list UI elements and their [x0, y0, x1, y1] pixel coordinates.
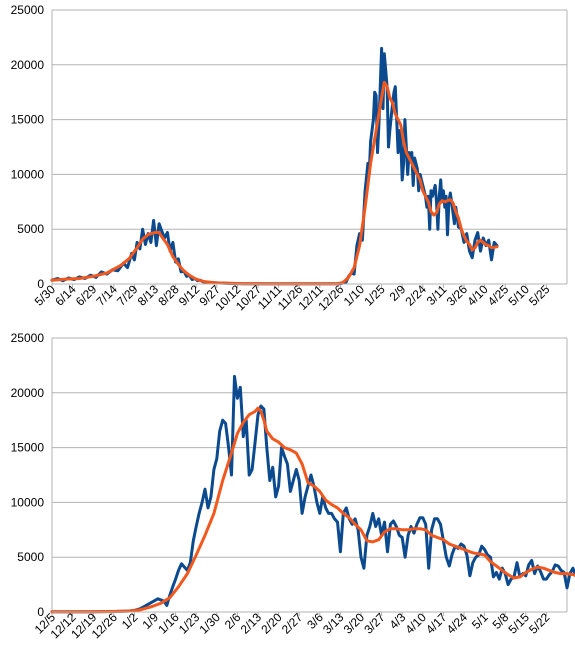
x-tick-label: 2/27: [279, 610, 306, 637]
chart-bottom: 050001000015000200002500012/512/1212/191…: [11, 331, 575, 641]
x-tick-label: 1/30: [197, 610, 224, 637]
x-tick-label: 5/22: [526, 610, 553, 637]
y-tick-label: 10000: [11, 167, 45, 181]
x-tick-label: 3/27: [361, 610, 388, 637]
x-tick-label: 1/25: [361, 282, 388, 309]
y-tick-label: 20000: [11, 58, 45, 72]
y-tick-label: 15000: [11, 441, 45, 455]
x-tick-label: 4/24: [444, 610, 471, 637]
x-tick-label: 3/11: [424, 282, 450, 308]
series-line-average: [50, 80, 499, 286]
y-tick-label: 25000: [11, 3, 45, 17]
x-tick-label: 5/1: [469, 610, 491, 632]
y-tick-label: 5000: [17, 550, 44, 564]
y-tick-label: 25000: [11, 331, 45, 345]
y-tick-label: 20000: [11, 386, 45, 400]
y-tick-label: 10000: [11, 495, 45, 509]
series-line-daily: [50, 374, 575, 614]
y-tick-label: 5000: [17, 222, 44, 236]
series-line-average: [50, 406, 575, 614]
x-tick-label: 5/25: [526, 282, 553, 309]
series-line-daily: [50, 46, 499, 286]
x-tick-label: 1/2: [119, 610, 141, 632]
y-tick-label: 15000: [11, 113, 45, 127]
y-tick-label: 0: [37, 605, 44, 619]
chart-top: 05000100001500020000250005/306/146/297/1…: [11, 3, 568, 313]
y-tick-label: 0: [37, 277, 44, 291]
